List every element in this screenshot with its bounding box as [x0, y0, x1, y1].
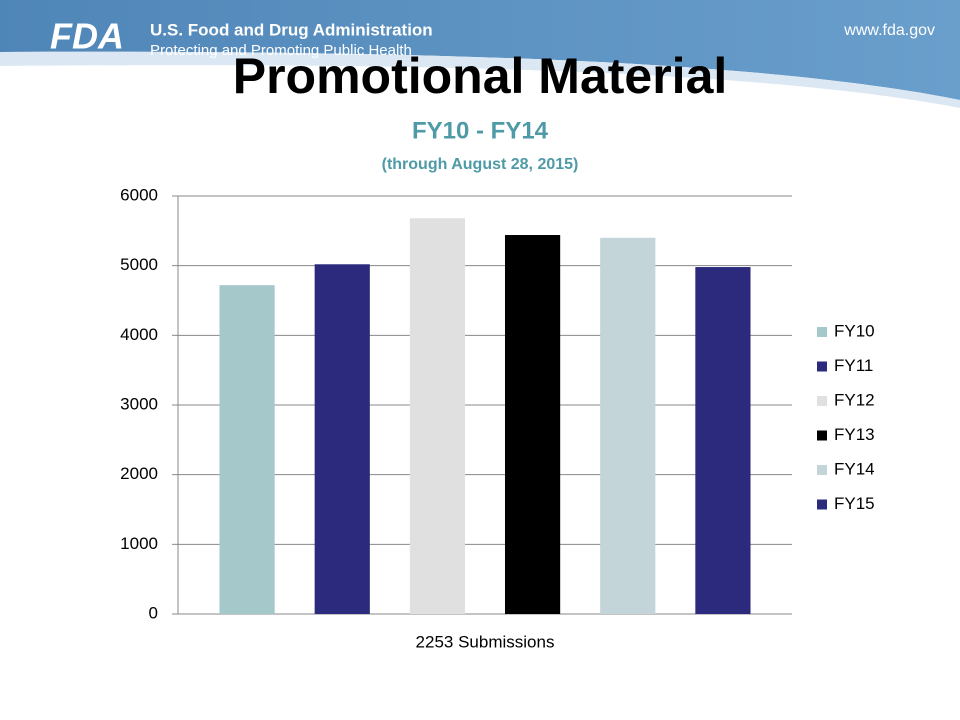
legend-swatch — [817, 465, 827, 475]
header-swoosh — [0, 51, 960, 108]
y-tick-label: 3000 — [120, 394, 158, 413]
legend-label: FY13 — [834, 425, 875, 444]
legend-swatch — [817, 499, 827, 510]
bar — [600, 237, 656, 615]
logo: FDA — [50, 16, 124, 57]
y-tick-label: 4000 — [120, 325, 158, 344]
y-tick-label: 2000 — [120, 464, 158, 483]
title: Promotional Material — [233, 48, 728, 104]
y-tick-label: 6000 — [120, 185, 158, 204]
legend-label: FY11 — [834, 356, 873, 375]
bar — [504, 235, 561, 614]
legend-label: FY12 — [834, 390, 875, 409]
legend-label: FY14 — [834, 459, 875, 478]
y-tick-label: 1000 — [120, 534, 158, 553]
bar — [409, 218, 466, 614]
y-tick-label: 0 — [149, 603, 158, 622]
legend-label: FY10 — [834, 321, 875, 340]
x-tick-label: 2253 Submissions — [416, 632, 555, 651]
bar — [695, 267, 751, 614]
legend-label: FY15 — [834, 494, 875, 513]
bar — [314, 264, 370, 614]
agency: U.S. Food and Drug Administration — [150, 20, 433, 39]
legend-swatch — [817, 361, 827, 372]
bar — [219, 285, 275, 614]
tagline: Protecting and Promoting Public Health — [150, 42, 412, 59]
note: (through August 28, 2015) — [382, 156, 579, 173]
legend-swatch — [817, 327, 827, 337]
url: www.fda.gov — [843, 22, 935, 39]
legend-swatch — [817, 396, 827, 406]
subtitle: FY10 - FY14 — [412, 117, 549, 144]
y-tick-label: 5000 — [120, 255, 158, 274]
legend-swatch — [817, 430, 827, 441]
header-banner — [0, 0, 960, 100]
